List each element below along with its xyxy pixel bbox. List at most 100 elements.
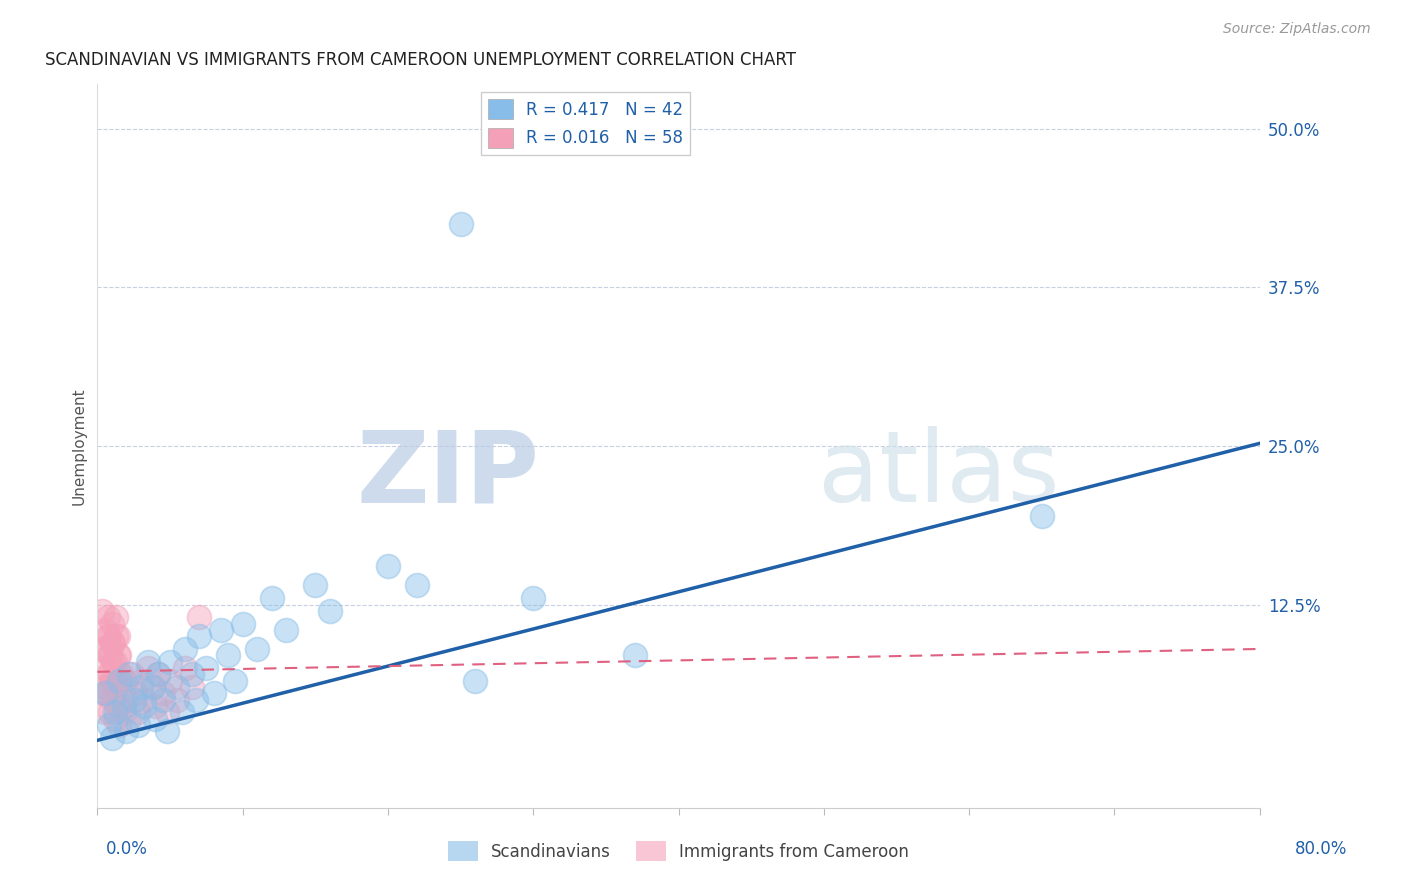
Point: [101, 616, 124, 631]
Point: [276, 623, 298, 637]
Point: [624, 648, 647, 663]
Legend: R = 0.417   N = 42, R = 0.016   N = 58: R = 0.417 N = 42, R = 0.016 N = 58: [481, 93, 690, 155]
Point: [450, 217, 472, 231]
Point: [148, 667, 170, 681]
Text: 0.0%: 0.0%: [105, 840, 148, 858]
Point: [124, 686, 146, 700]
Point: [166, 692, 188, 706]
Point: [522, 591, 544, 606]
Point: [98, 686, 121, 700]
Point: [156, 724, 179, 739]
Point: [152, 686, 174, 700]
Point: [188, 610, 211, 624]
Point: [180, 667, 202, 681]
Point: [103, 635, 125, 649]
Point: [101, 731, 124, 745]
Point: [132, 692, 155, 706]
Point: [93, 623, 115, 637]
Point: [122, 692, 145, 706]
Point: [156, 706, 179, 720]
Point: [96, 629, 118, 643]
Point: [159, 673, 181, 688]
Point: [142, 680, 165, 694]
Point: [129, 680, 152, 694]
Point: [173, 661, 195, 675]
Point: [145, 712, 167, 726]
Point: [94, 642, 117, 657]
Point: [94, 680, 117, 694]
Text: atlas: atlas: [818, 426, 1060, 524]
Point: [406, 578, 429, 592]
Point: [319, 604, 342, 618]
Point: [127, 718, 149, 732]
Point: [98, 629, 121, 643]
Point: [110, 667, 132, 681]
Point: [186, 692, 208, 706]
Point: [96, 610, 118, 624]
Point: [148, 667, 170, 681]
Point: [260, 591, 283, 606]
Point: [145, 699, 167, 714]
Point: [104, 673, 127, 688]
Point: [98, 718, 121, 732]
Point: [105, 629, 128, 643]
Point: [94, 686, 117, 700]
Point: [104, 712, 127, 726]
Point: [101, 673, 124, 688]
Point: [112, 706, 135, 720]
Point: [118, 712, 141, 726]
Point: [105, 680, 128, 694]
Point: [103, 655, 125, 669]
Point: [104, 706, 127, 720]
Point: [304, 578, 326, 592]
Point: [159, 655, 181, 669]
Point: [166, 680, 188, 694]
Point: [377, 559, 399, 574]
Point: [464, 673, 486, 688]
Point: [118, 667, 141, 681]
Point: [107, 629, 129, 643]
Text: SCANDINAVIAN VS IMMIGRANTS FROM CAMEROON UNEMPLOYMENT CORRELATION CHART: SCANDINAVIAN VS IMMIGRANTS FROM CAMEROON…: [45, 51, 796, 69]
Y-axis label: Unemployment: Unemployment: [72, 387, 86, 505]
Point: [180, 680, 202, 694]
Point: [246, 642, 269, 657]
Point: [101, 635, 124, 649]
Point: [188, 629, 211, 643]
Point: [90, 642, 112, 657]
Point: [108, 648, 131, 663]
Point: [195, 661, 218, 675]
Point: [173, 642, 195, 657]
Point: [224, 673, 246, 688]
Text: Source: ZipAtlas.com: Source: ZipAtlas.com: [1223, 22, 1371, 37]
Point: [136, 655, 159, 669]
Point: [96, 667, 118, 681]
Point: [170, 706, 193, 720]
Point: [93, 686, 115, 700]
Point: [115, 724, 138, 739]
Point: [1031, 508, 1053, 523]
Text: 80.0%: 80.0%: [1295, 840, 1347, 858]
Point: [152, 692, 174, 706]
Point: [104, 655, 127, 669]
Point: [108, 718, 131, 732]
Point: [107, 648, 129, 663]
Point: [142, 680, 165, 694]
Point: [127, 706, 149, 720]
Point: [232, 616, 254, 631]
Text: ZIP: ZIP: [356, 426, 538, 524]
Point: [105, 610, 128, 624]
Point: [103, 692, 125, 706]
Point: [132, 699, 155, 714]
Point: [112, 699, 135, 714]
Point: [129, 673, 152, 688]
Point: [217, 648, 239, 663]
Point: [121, 667, 143, 681]
Point: [136, 661, 159, 675]
Point: [114, 673, 136, 688]
Point: [108, 673, 131, 688]
Point: [108, 667, 131, 681]
Point: [115, 692, 138, 706]
Point: [100, 667, 122, 681]
Point: [100, 706, 122, 720]
Point: [90, 686, 112, 700]
